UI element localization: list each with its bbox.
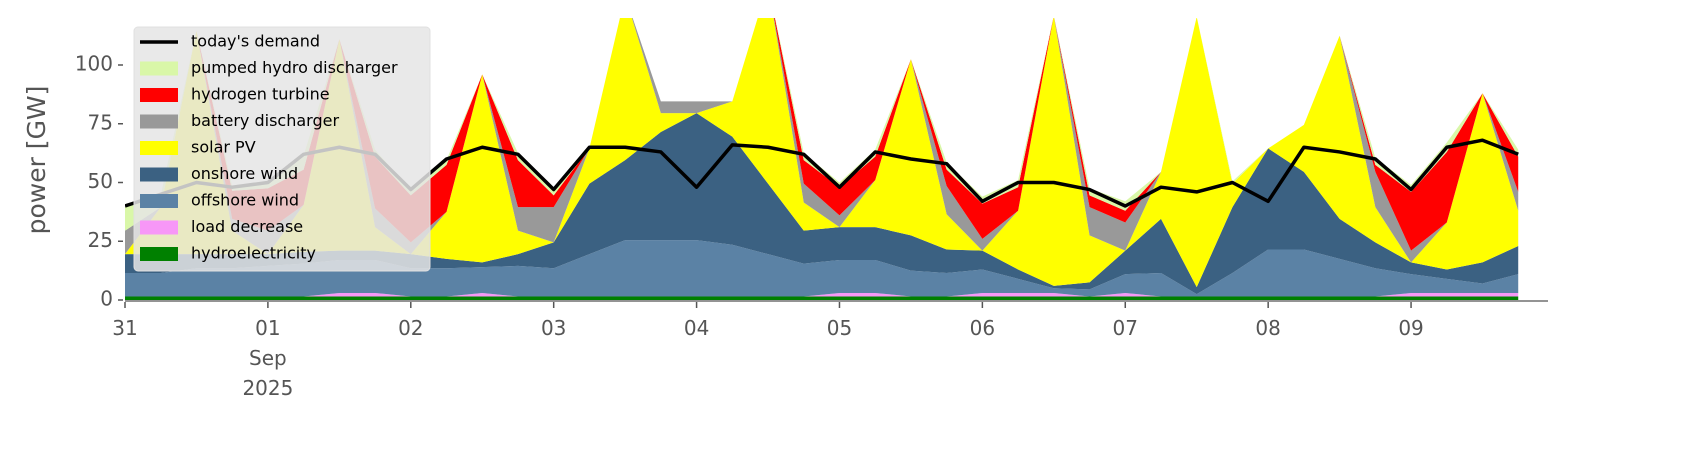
- x-tick-label: 04: [684, 316, 709, 340]
- axes: 0 25 50 75 100 31 01 Sep 2025 02 03 04 05 06 07 08 09: [75, 52, 1548, 400]
- area: [125, 296, 1519, 300]
- legend-label: pumped hydro discharger: [191, 58, 398, 77]
- x-tick-label: 07: [1113, 316, 1138, 340]
- legend-handle: [140, 194, 178, 208]
- legend-label: today's demand: [191, 32, 320, 51]
- legend: today's demand pumped hydro discharger hyd…: [133, 26, 431, 272]
- legend-box: [133, 26, 431, 272]
- x-tick-label: 08: [1255, 316, 1280, 340]
- legend-handle: [140, 247, 178, 261]
- legend-handle: [140, 220, 178, 235]
- legend-label: load decrease: [191, 217, 303, 236]
- area: [125, 240, 1519, 297]
- y-tick-label: 0: [100, 287, 113, 311]
- y-tick-label: 50: [88, 169, 113, 193]
- legend-handle: [140, 167, 178, 182]
- x-tick-label: 06: [970, 316, 995, 340]
- x-tick-label: 03: [541, 316, 566, 340]
- area: [125, 113, 1519, 295]
- x-tick-label: 02: [398, 316, 423, 340]
- legend-label: offshore wind: [191, 191, 299, 210]
- legend-label: hydrogen turbine: [191, 85, 330, 104]
- legend-label: solar PV: [191, 138, 256, 157]
- x-tick-label: 01 Sep 2025: [242, 316, 293, 400]
- legend-label: battery discharger: [191, 111, 339, 130]
- y-axis-label: power [GW]: [22, 86, 51, 235]
- area: [125, 18, 1519, 288]
- x-tick-label: 09: [1398, 316, 1423, 340]
- legend-label: onshore wind: [191, 164, 298, 183]
- legend-handle: [140, 61, 178, 76]
- x-tick-label: 05: [827, 316, 852, 340]
- y-tick-label: 75: [88, 110, 113, 134]
- legend-label: hydroelectricity: [191, 244, 316, 263]
- y-tick-label: 100: [75, 52, 113, 76]
- legend-handle: [140, 141, 178, 155]
- legend-handle: [140, 88, 178, 102]
- legend-handle: [140, 114, 178, 129]
- x-tick-label: 31: [112, 316, 137, 340]
- y-tick-label: 25: [88, 228, 113, 252]
- area: [125, 292, 1519, 297]
